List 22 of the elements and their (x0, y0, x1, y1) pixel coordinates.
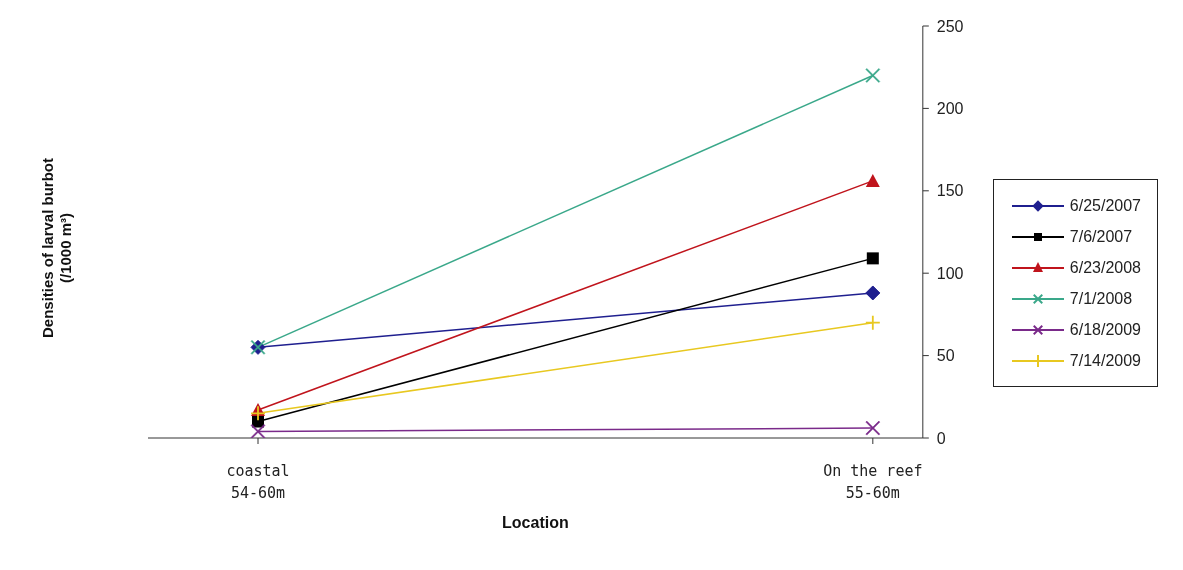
x-tick-label: On the reef 55-60m (823, 462, 923, 502)
point (865, 315, 880, 330)
y-tick-label: 0 (936, 429, 946, 447)
legend-label: 7/14/2009 (1069, 351, 1141, 370)
y-tick-label: 200 (936, 100, 964, 118)
point (865, 285, 881, 301)
y-tick-label: 250 (936, 17, 964, 35)
y-tick-label: 50 (936, 347, 955, 365)
legend-label: 6/23/2008 (1069, 258, 1141, 277)
x-axis-title: Location (502, 514, 569, 531)
y-tick-label: 150 (936, 182, 964, 200)
point (866, 252, 879, 265)
legend-label: 7/6/2007 (1069, 227, 1133, 246)
legend-label: 6/18/2009 (1069, 320, 1141, 339)
y-axis-title: Densities of larval burbot (/1000 m³) (39, 157, 74, 339)
legend-label: 7/1/2008 (1069, 289, 1133, 308)
y-tick-label: 100 (936, 264, 964, 282)
legend-label: 6/25/2007 (1069, 196, 1141, 215)
x-tick-label: coastal 54-60m (226, 462, 290, 502)
point (250, 424, 266, 438)
point (865, 68, 881, 83)
point (865, 420, 881, 436)
